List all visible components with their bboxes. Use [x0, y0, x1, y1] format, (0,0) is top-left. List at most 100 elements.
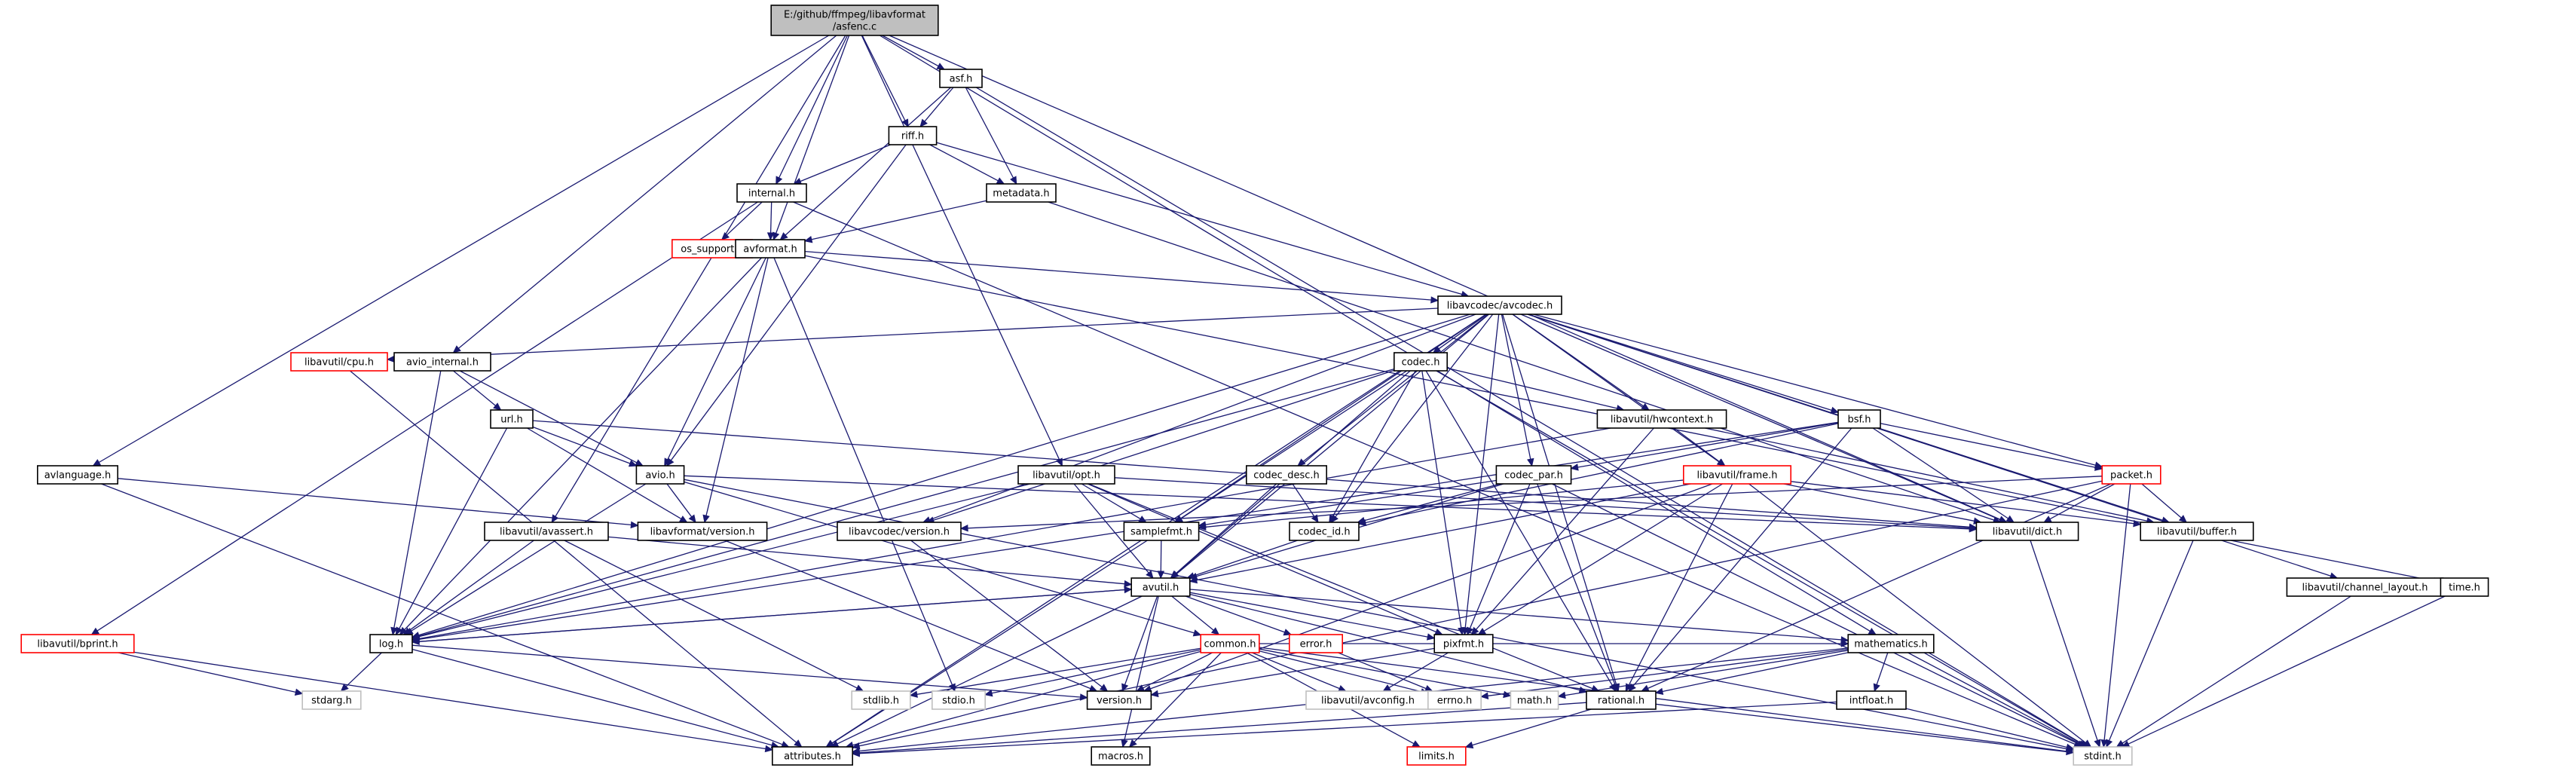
- edge-channel_layout-to-stdint: [2116, 595, 2351, 748]
- edge-log-to-attributes: [411, 648, 780, 749]
- edge-codec-to-log: [411, 368, 1394, 640]
- edge-line: [1388, 652, 1449, 688]
- node-avlanguage[interactable]: avlanguage.h: [36, 465, 119, 485]
- node-lavf_version[interactable]: libavformat/version.h: [637, 522, 768, 541]
- edge-codec-to-stdint: [1436, 370, 2088, 748]
- node-attributes[interactable]: attributes.h: [772, 746, 854, 766]
- edge-arrowhead: [1124, 586, 1133, 594]
- edge-asfenc-to-avassert: [551, 35, 846, 524]
- edge-line: [773, 257, 953, 685]
- node-rational[interactable]: rational.h: [1586, 690, 1657, 710]
- node-frame[interactable]: libavutil/frame.h: [1683, 465, 1792, 485]
- node-stdlib: stdlib.h: [851, 690, 911, 710]
- node-dict[interactable]: libavutil/dict.h: [1975, 522, 2079, 541]
- node-box: [1091, 746, 1151, 766]
- node-codec_desc[interactable]: codec_desc.h: [1246, 465, 1328, 485]
- edge-arrowhead: [984, 690, 993, 697]
- node-limits[interactable]: limits.h: [1406, 746, 1467, 766]
- node-avcodec[interactable]: libavcodec/avcodec.h: [1437, 295, 1562, 315]
- node-codec_id[interactable]: codec_id.h: [1289, 522, 1360, 541]
- edge-arrowhead: [1010, 176, 1017, 185]
- edge-mathematics-to-intfloat: [1873, 652, 1889, 693]
- node-codec[interactable]: codec.h: [1394, 352, 1449, 372]
- node-samplefmt[interactable]: samplefmt.h: [1123, 522, 1200, 541]
- node-macros[interactable]: macros.h: [1091, 746, 1151, 766]
- edge-line: [811, 200, 987, 240]
- node-label: codec_par.h: [1504, 470, 1563, 482]
- node-label: asf.h: [950, 74, 973, 85]
- edge-arrowhead: [766, 232, 775, 241]
- edge-line: [1872, 427, 2008, 519]
- node-cpu[interactable]: libavutil/cpu.h: [290, 352, 388, 372]
- node-buffer[interactable]: libavutil/buffer.h: [2140, 522, 2254, 541]
- edge-arrowhead: [2043, 516, 2052, 523]
- edge-arrowhead: [720, 231, 730, 240]
- edge-arrowhead: [702, 514, 710, 524]
- node-avutil[interactable]: avutil.h: [1130, 577, 1191, 597]
- edge-arrowhead: [92, 459, 102, 467]
- node-mathematics[interactable]: mathematics.h: [1847, 634, 1935, 653]
- edge-arrowhead: [1189, 576, 1198, 584]
- node-label: metadata.h: [993, 188, 1049, 200]
- node-label: riff.h: [901, 131, 924, 142]
- node-box: [1305, 690, 1430, 710]
- edge-line: [879, 35, 1871, 632]
- edge-riff-to-metadata: [929, 144, 1005, 185]
- edge-metadata-to-avformat: [803, 200, 987, 243]
- node-channel_layout[interactable]: libavutil/channel_layout.h: [2286, 577, 2444, 597]
- node-common[interactable]: common.h: [1200, 634, 1260, 653]
- node-avio_internal[interactable]: avio_internal.h: [393, 352, 491, 372]
- edge-line: [910, 540, 1103, 688]
- edge-avformat-to-stdio: [773, 257, 956, 693]
- node-bprint[interactable]: libavutil/bprint.h: [20, 634, 135, 653]
- edge-line: [936, 142, 1462, 295]
- node-intfloat[interactable]: intfloat.h: [1836, 690, 1907, 710]
- edge-arrowhead: [1527, 457, 1534, 467]
- node-label: avio.h: [645, 470, 675, 482]
- edge-line: [527, 427, 682, 519]
- node-box: [986, 183, 1057, 203]
- node-avassert[interactable]: libavutil/avassert.h: [484, 522, 609, 541]
- edge-line: [1908, 652, 2080, 745]
- edge-arrowhead: [452, 345, 461, 353]
- node-packet[interactable]: packet.h: [2101, 465, 2161, 485]
- node-bsf[interactable]: bsf.h: [1837, 409, 1881, 429]
- node-box: [1586, 690, 1657, 710]
- node-internal[interactable]: internal.h: [736, 183, 807, 203]
- node-box: [635, 465, 685, 485]
- node-box: [637, 522, 768, 541]
- node-version[interactable]: version.h: [1086, 690, 1152, 710]
- edge-line: [804, 250, 1432, 301]
- edge-arrowhead: [493, 402, 502, 411]
- node-url[interactable]: url.h: [490, 409, 534, 429]
- node-label: pixfmt.h: [1443, 639, 1484, 650]
- edge-line: [859, 702, 1587, 754]
- node-hwcontext[interactable]: libavutil/hwcontext.h: [1596, 409, 1727, 429]
- node-error[interactable]: error.h: [1289, 634, 1344, 653]
- node-avio[interactable]: avio.h: [635, 465, 685, 485]
- node-box: [770, 5, 939, 36]
- node-lavc_version[interactable]: libavcodec/version.h: [837, 522, 962, 541]
- edge-line: [1259, 647, 2067, 752]
- edge-line: [837, 595, 1143, 745]
- edge-arrowhead: [1868, 627, 1877, 635]
- node-pixfmt[interactable]: pixfmt.h: [1433, 634, 1494, 653]
- node-label: /asfenc.c: [833, 22, 877, 33]
- node-box: [851, 690, 911, 710]
- node-label: macros.h: [1098, 751, 1143, 763]
- node-metadata[interactable]: metadata.h: [986, 183, 1057, 203]
- node-asf[interactable]: asf.h: [939, 69, 983, 88]
- node-opt[interactable]: libavutil/opt.h: [1017, 465, 1115, 485]
- node-codec_par[interactable]: codec_par.h: [1495, 465, 1572, 485]
- edge-line: [1905, 708, 2067, 748]
- edge-cpu-to-attributes: [349, 370, 803, 748]
- edge-arrowhead: [851, 749, 860, 757]
- node-time[interactable]: time.h: [2440, 577, 2489, 597]
- node-riff[interactable]: riff.h: [888, 126, 938, 145]
- node-avformat[interactable]: avformat.h: [735, 239, 806, 259]
- node-asfenc[interactable]: E:/github/ffmpeg/libavformat/asfenc.c: [770, 5, 939, 36]
- edge-avio_internal-to-avio: [459, 370, 644, 467]
- node-log[interactable]: log.h: [369, 634, 413, 653]
- edge-common-to-avconfig: [1252, 652, 1347, 692]
- edge-line: [1533, 314, 2096, 466]
